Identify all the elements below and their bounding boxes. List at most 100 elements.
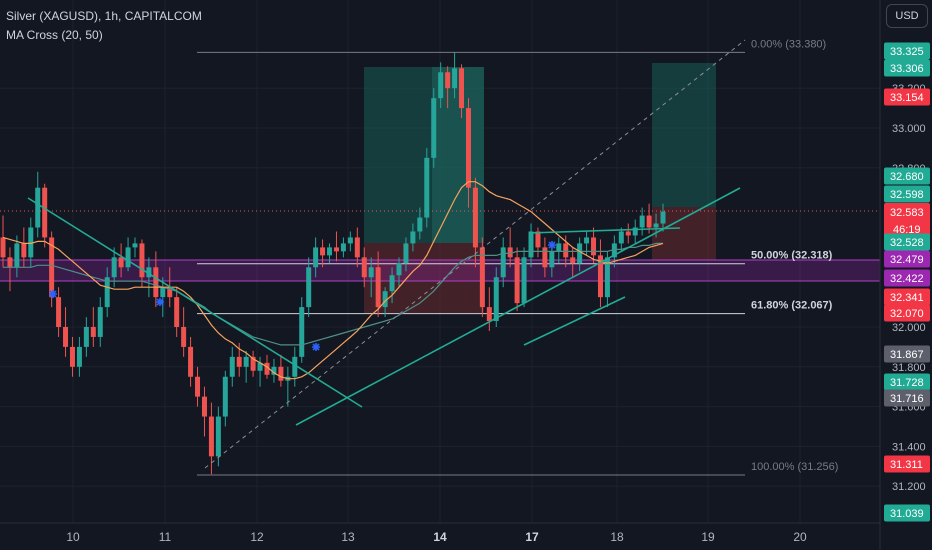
candle-body [410,231,416,244]
channel-upper-line[interactable] [528,227,681,234]
candle-body [375,267,381,308]
currency-button[interactable]: USD [886,4,928,28]
candle-body [313,247,319,268]
price-tick-label: 31.200 [892,481,926,493]
candle-body [208,416,214,457]
candle-body [625,231,631,236]
candle-body [584,237,590,244]
price-tag-value: 33.154 [890,92,924,104]
price-tag[interactable] [884,389,930,407]
time-tick-label: 18 [610,530,624,544]
candle-body [354,237,360,258]
price-tag[interactable] [884,233,930,251]
price-tag[interactable] [884,269,930,287]
candle-body [340,243,346,252]
candle-body [570,257,576,264]
candle-body [611,243,617,258]
candle-body [35,187,41,228]
candle-body [320,247,326,256]
symbol-title[interactable]: Silver (XAGUSD), 1h, CAPITALCOM [6,9,202,23]
fib-trend-diagonal [204,39,746,469]
drawing-zones [0,63,880,313]
fib-level-label: 0.00% (33.380) [751,38,826,50]
ma-cross-markers [49,241,556,351]
price-tag-value: 31.311 [890,459,923,471]
price-tag[interactable] [884,250,930,268]
price-tag-value: 32.070 [890,308,924,320]
candle-body [76,346,82,367]
candle-body [0,237,6,258]
candle-body [271,366,277,375]
fib-retracement[interactable]: 0.00% (33.380) 50.00% (32.318) 61.80% (32.… [197,38,838,476]
fib-level-label: 50.00% (32.318) [751,250,833,262]
candle-body [42,187,48,238]
price-tag[interactable] [884,455,930,473]
candle-body [7,257,13,268]
moving-averages [2,181,664,380]
price-tag-value: 32.341 [890,292,924,304]
candle-body [243,356,249,367]
price-tag[interactable] [884,504,930,522]
ma-cross-marker-icon [312,343,320,351]
candle-body [306,267,312,308]
price-tag[interactable] [884,42,930,60]
candle-body [327,247,333,256]
candle-body [500,247,506,278]
price-tag[interactable] [884,304,930,322]
descending-trendline[interactable] [27,197,363,408]
time-tick-label: 20 [793,530,807,544]
price-tag[interactable] [884,288,930,306]
candle-body [389,275,395,292]
ma-cross-marker-icon [49,290,57,298]
time-tick-label: 13 [341,530,355,544]
candle-body [104,277,110,308]
candle-body [118,257,124,268]
channel-lower-line[interactable] [523,296,626,346]
candle-body [549,251,555,268]
price-tag[interactable] [884,88,930,106]
price-tag[interactable] [884,345,930,363]
candle-body [479,247,485,308]
candle-body [257,362,263,371]
candle-body [49,237,55,298]
candle-body [90,327,96,337]
candle-body [160,287,166,298]
price-axis: 33.20033.00032.80032.00031.80031.60031.4… [879,0,932,550]
indicator-title[interactable]: MA Cross (20, 50) [6,28,103,42]
candle-body [486,307,492,322]
candle-body [591,237,597,256]
price-tag-value: 32.479 [890,254,924,266]
ascending-trendline[interactable] [295,187,741,426]
price-tag[interactable] [884,167,930,185]
candle-body [472,187,478,248]
candle-body [201,396,207,417]
candle-body [28,227,34,258]
candle-body [452,68,458,89]
candle-body [333,247,339,252]
trend-lines[interactable] [27,39,746,469]
ma-cross-marker-icon [156,298,164,306]
candle-body [222,376,228,417]
price-tag-value: 33.325 [890,46,924,58]
candle-body [445,72,451,89]
price-tag[interactable] [884,373,930,391]
candle-body [514,257,520,304]
candle-body [646,215,652,228]
candle-body [493,277,499,322]
candle-body [653,223,659,228]
price-tag[interactable] [884,185,930,203]
candle-body [292,356,298,377]
candle-body [188,346,194,377]
candle-body [21,243,27,258]
price-tag-value: 31.867 [890,349,924,361]
position-profit-zone-2[interactable] [652,63,716,207]
candle-body [438,72,444,99]
price-tag[interactable] [884,203,930,237]
price-tick-label: 32.000 [892,322,926,334]
candle-body [83,327,89,347]
candle-body [181,327,187,347]
price-tick-label: 31.400 [892,441,926,453]
price-tag-value: 31.039 [890,508,924,520]
price-tag[interactable] [884,59,930,77]
